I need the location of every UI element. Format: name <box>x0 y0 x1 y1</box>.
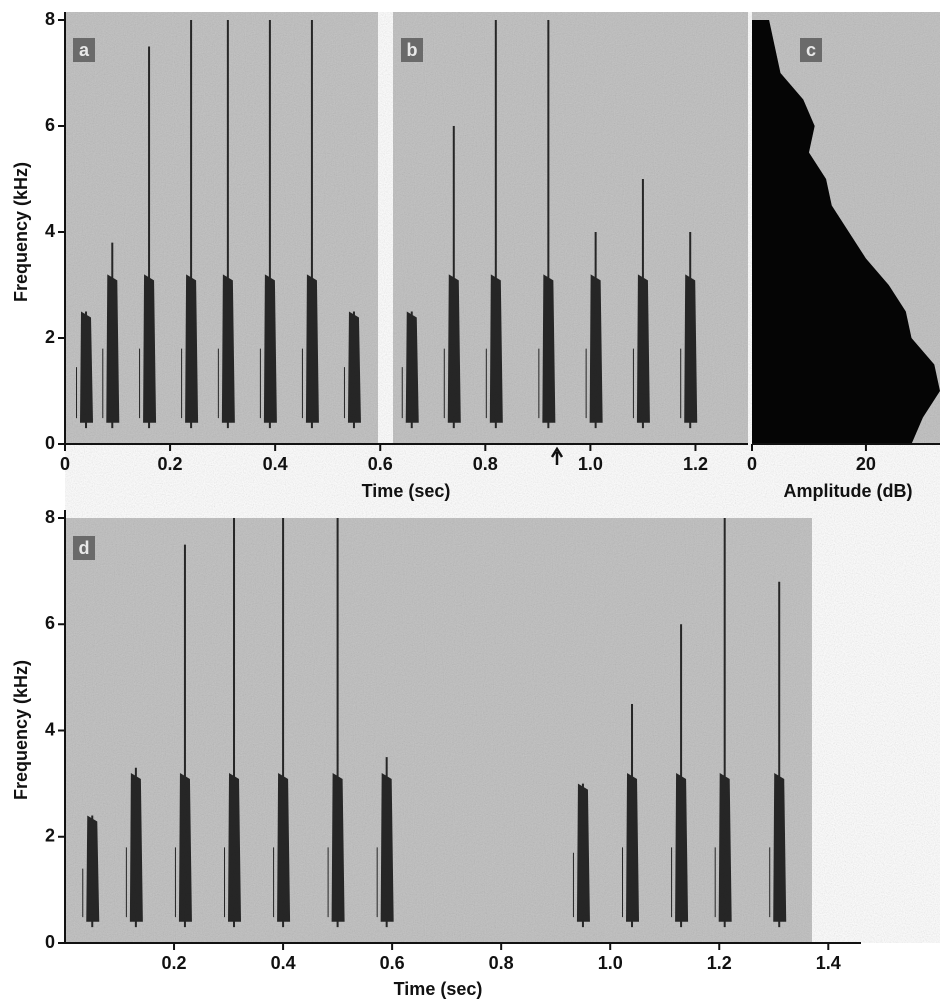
panel-label-box <box>73 536 95 560</box>
x-tick-label: 1.2 <box>707 953 732 973</box>
x-tick-label: 1.2 <box>683 454 708 474</box>
x-tick-label: 0.8 <box>473 454 498 474</box>
panel-label: c <box>806 40 816 60</box>
pulse <box>76 311 94 429</box>
pulse <box>217 20 235 429</box>
pulse <box>82 815 100 928</box>
x-tick-label: 1.4 <box>816 953 841 973</box>
y-tick-label: 6 <box>45 115 55 135</box>
x-tick-label: 0.2 <box>158 454 183 474</box>
pulse <box>174 544 192 928</box>
x-tick-label: 0 <box>60 454 70 474</box>
pulse <box>769 581 787 928</box>
pulse <box>538 20 556 429</box>
x-tick-label: 20 <box>856 454 876 474</box>
pulse <box>443 126 461 429</box>
x-tick-label: 0 <box>747 454 757 474</box>
pulse <box>714 518 732 928</box>
y-tick-label: 0 <box>45 433 55 453</box>
pulse <box>301 20 319 429</box>
panel-label: a <box>79 40 90 60</box>
pulse <box>572 783 590 928</box>
x-axis-label: Time (sec) <box>362 481 451 501</box>
arrow <box>550 446 564 465</box>
x-tick-label: 0.6 <box>380 953 405 973</box>
pulse <box>327 518 345 928</box>
x-tick-label: 1.0 <box>578 454 603 474</box>
x-tick-label: 0.4 <box>263 454 288 474</box>
y-tick-label: 2 <box>45 826 55 846</box>
pulse <box>485 20 503 429</box>
y-tick-label: 6 <box>45 613 55 633</box>
pulse <box>139 46 157 429</box>
pulse <box>181 20 199 429</box>
pulse <box>343 311 361 429</box>
pulse <box>259 20 277 429</box>
x-tick-label: 0.8 <box>489 953 514 973</box>
y-tick-label: 2 <box>45 327 55 347</box>
pulse <box>680 232 698 429</box>
pulse <box>102 242 120 429</box>
panel-label-box <box>800 38 822 62</box>
pulse <box>671 624 689 928</box>
pulse <box>273 518 291 928</box>
x-tick-label: 0.4 <box>271 953 296 973</box>
pulse <box>224 518 242 928</box>
spectrum-area <box>752 20 940 444</box>
x-tick-label: 1.0 <box>598 953 623 973</box>
pulse <box>401 311 419 429</box>
pulse <box>622 703 640 928</box>
pulse <box>632 179 650 429</box>
pulse <box>585 232 603 429</box>
y-axis-label: Frequency (kHz) <box>11 660 31 800</box>
y-tick-label: 4 <box>45 719 55 739</box>
panel-label-box <box>401 38 423 62</box>
x-tick-label: 0.2 <box>162 953 187 973</box>
y-axis-label: Frequency (kHz) <box>11 162 31 302</box>
x-axis-label: Amplitude (dB) <box>784 481 913 501</box>
y-tick-label: 8 <box>45 9 55 29</box>
panel-label: b <box>407 40 418 60</box>
y-tick-label: 8 <box>45 507 55 527</box>
y-tick-label: 4 <box>45 221 55 241</box>
y-tick-label: 0 <box>45 932 55 952</box>
panel-label-box <box>73 38 95 62</box>
pulse <box>376 757 394 928</box>
panel-label: d <box>79 538 90 558</box>
pulse <box>125 767 143 928</box>
x-tick-label: 0.6 <box>368 454 393 474</box>
x-axis-label: Time (sec) <box>394 979 483 999</box>
